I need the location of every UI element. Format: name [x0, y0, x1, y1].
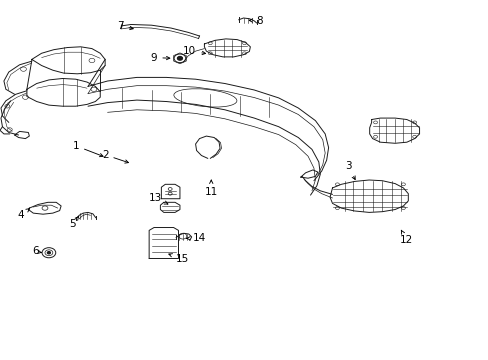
Text: 15: 15 [168, 254, 189, 264]
Text: 7: 7 [117, 21, 133, 31]
Text: 2: 2 [102, 150, 128, 163]
Text: 6: 6 [32, 246, 41, 256]
Text: 12: 12 [399, 230, 413, 246]
Text: 5: 5 [69, 217, 79, 229]
Text: 3: 3 [344, 161, 354, 180]
Circle shape [177, 57, 182, 60]
Text: 14: 14 [186, 233, 206, 243]
Text: 4: 4 [17, 209, 29, 220]
Text: 1: 1 [72, 141, 103, 157]
Circle shape [47, 252, 50, 254]
Text: 10: 10 [183, 46, 205, 56]
Text: 11: 11 [204, 180, 218, 197]
Text: 13: 13 [148, 193, 167, 204]
Text: 8: 8 [249, 16, 262, 26]
Text: 9: 9 [150, 53, 169, 63]
